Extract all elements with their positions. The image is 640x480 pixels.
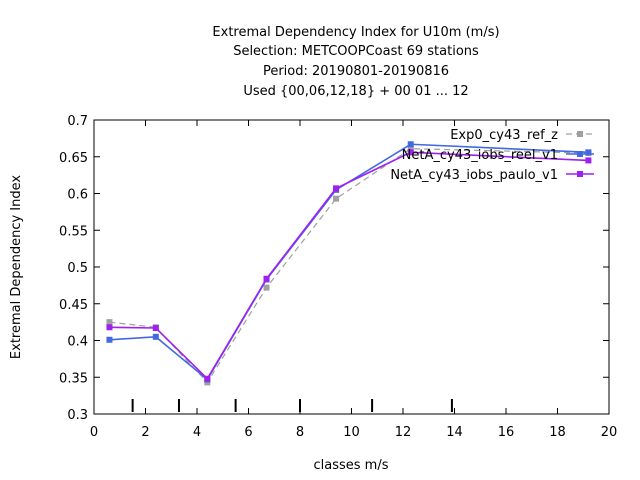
legend: Exp0_cy43_ref_z NetA_cy43_iobs_reel_v1 Net… [390,128,594,183]
title-line-1: Extremal Dependency Index for U10m (m/s) [212,25,499,40]
legend-swatch-marker [577,131,583,137]
x-axis-ticks: 0 2 4 6 8 10 12 14 16 18 20 [90,120,617,440]
y-tick-label: 0.3 [67,408,88,423]
legend-swatch-marker [577,171,583,177]
series-line [109,148,589,384]
series-layer [106,141,592,386]
y-tick-label: 0.55 [59,224,88,239]
y-tick-label: 0.7 [67,114,88,129]
x-tick-label: 14 [446,425,463,440]
series-point [407,141,414,148]
y-tick-label: 0.6 [67,188,88,203]
x-tick-label: 18 [549,425,566,440]
y-tick-label: 0.4 [67,335,88,350]
x-tick-label: 4 [193,425,201,440]
series-line [109,151,589,381]
x-tick-label: 12 [395,425,412,440]
x-tick-label: 0 [90,425,98,440]
title-line-2: Selection: METCOOPCoast 69 stations [233,44,479,59]
x-tick-label: 10 [343,425,360,440]
series-3 [106,149,592,382]
series-point [204,375,211,382]
y-tick-label: 0.35 [59,371,88,386]
legend-swatch-marker [577,151,583,157]
y-tick-label: 0.45 [59,298,88,313]
class-boundary-marks [131,399,453,412]
series-point [152,325,159,332]
series-point [585,149,592,156]
series-point [106,319,113,326]
series-point [407,149,414,156]
x-axis-label: classes m/s [314,458,389,473]
series-point [407,145,414,152]
title-line-4: Used {00,06,12,18} + 00 01 ... 12 [243,84,468,99]
y-tick-label: 0.65 [59,151,88,166]
legend-label: Exp0_cy43_ref_z [450,128,558,143]
y-axis-label: Extremal Dependency Index [9,175,24,359]
x-tick-label: 6 [244,425,252,440]
legend-label: NetA_cy43_iobs_paulo_v1 [390,168,558,183]
chart-title: Extremal Dependency Index for U10m (m/s)… [212,25,499,99]
series-point [106,336,113,343]
series-point [263,275,270,282]
plot-frame [93,119,610,415]
series-point [263,284,270,291]
series-point [333,195,340,202]
series-point [106,324,113,331]
series-point [333,185,340,192]
x-tick-label: 16 [498,425,515,440]
series-point [152,333,159,340]
series-point [585,157,592,164]
title-line-3: Period: 20190801-20190816 [263,64,449,79]
x-tick-label: 20 [601,425,618,440]
x-tick-label: 8 [296,425,304,440]
legend-label: NetA_cy43_iobs_reel_v1 [402,148,558,163]
y-tick-label: 0.5 [67,261,88,276]
y-axis-ticks: 0.3 0.35 0.4 0.45 0.5 0.55 0.6 0.65 0.7 [59,114,609,423]
x-tick-label: 2 [141,425,149,440]
